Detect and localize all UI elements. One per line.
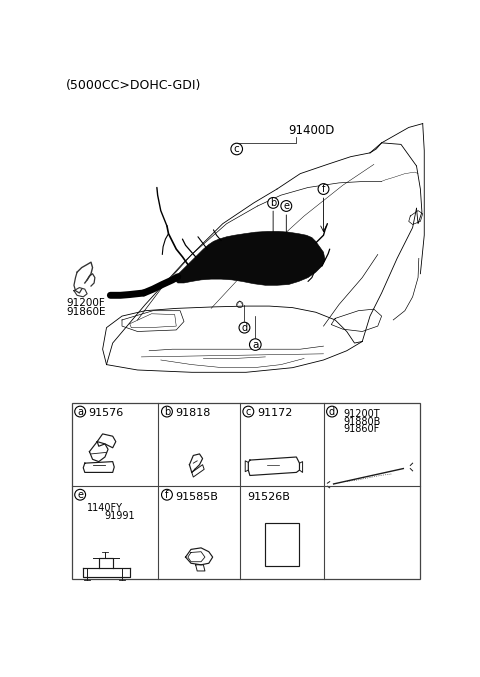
Circle shape (243, 406, 254, 417)
Text: 1140FY: 1140FY (87, 503, 123, 513)
Text: 91172: 91172 (257, 408, 292, 418)
Circle shape (75, 489, 85, 500)
Text: c: c (246, 407, 251, 416)
Text: 91880B: 91880B (344, 416, 381, 427)
Polygon shape (175, 232, 325, 285)
Text: e: e (283, 201, 289, 211)
Text: f: f (322, 184, 325, 194)
Text: f: f (165, 489, 168, 500)
Text: a: a (252, 340, 259, 349)
Circle shape (231, 144, 242, 155)
Text: 91991: 91991 (104, 511, 135, 521)
Circle shape (75, 406, 85, 417)
Text: d: d (241, 323, 248, 332)
Text: 91585B: 91585B (176, 492, 218, 502)
Text: 91860F: 91860F (344, 424, 380, 434)
Text: 91576: 91576 (89, 408, 124, 418)
Bar (264, 523, 300, 565)
Text: a: a (77, 407, 83, 416)
Text: 91526B: 91526B (248, 492, 290, 502)
Text: b: b (270, 198, 276, 208)
Bar (72, 403, 420, 579)
Text: 91200T: 91200T (344, 410, 380, 419)
Circle shape (250, 338, 261, 351)
Text: 91200F: 91200F (66, 298, 105, 308)
Text: 91860E: 91860E (66, 307, 106, 317)
Text: b: b (164, 407, 170, 416)
Text: e: e (77, 489, 83, 500)
Text: 91400D: 91400D (288, 124, 335, 137)
Circle shape (268, 198, 278, 209)
Circle shape (318, 183, 329, 194)
Text: 91818: 91818 (176, 408, 211, 418)
Circle shape (162, 489, 172, 500)
Circle shape (326, 406, 337, 417)
Text: c: c (234, 144, 240, 154)
Circle shape (281, 200, 292, 211)
Circle shape (239, 322, 250, 333)
Text: (5000CC>DOHC-GDI): (5000CC>DOHC-GDI) (66, 79, 202, 92)
Circle shape (162, 406, 172, 417)
Text: d: d (329, 407, 335, 416)
